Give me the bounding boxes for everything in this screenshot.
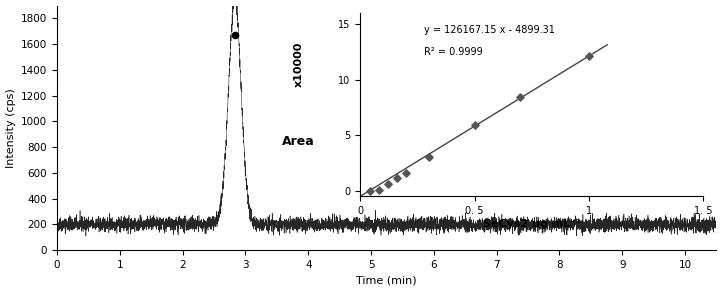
Y-axis label: Intensity (cps): Intensity (cps) bbox=[6, 88, 16, 168]
X-axis label: Time (min): Time (min) bbox=[357, 276, 417, 285]
